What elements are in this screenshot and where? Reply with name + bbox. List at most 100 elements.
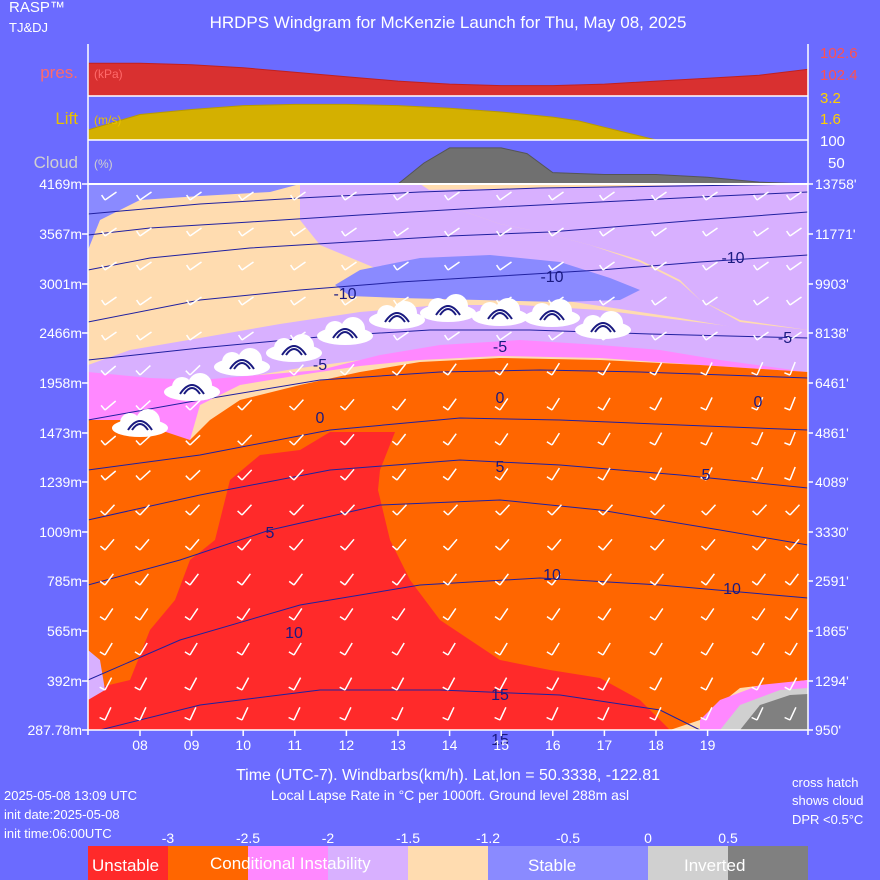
- wind-barb: [442, 677, 456, 691]
- wind-barb: [650, 261, 667, 271]
- legend-swatch-peach: [408, 846, 488, 880]
- wind-barb: [751, 706, 764, 721]
- wind-barb: [237, 331, 254, 341]
- wind-barb: [99, 706, 112, 721]
- x-tick-label: 13: [390, 737, 406, 753]
- cloud-arc: [179, 384, 205, 395]
- legend-swatch-lavender: [328, 846, 408, 880]
- wind-barb: [597, 362, 611, 376]
- x-tick-label: 11: [288, 737, 303, 753]
- wind-barb: [442, 398, 457, 411]
- lift-tick-low: 1.6: [820, 111, 841, 128]
- wind-barb: [135, 365, 151, 376]
- wind-barb: [784, 431, 796, 446]
- wind-barb: [134, 642, 148, 656]
- legend-swatch-stable: [488, 846, 648, 880]
- cloud-tick-low: 50: [828, 155, 845, 172]
- wind-barb: [100, 191, 117, 201]
- chart-title: HRDPS Windgram for McKenzie Launch for T…: [210, 13, 687, 32]
- wind-barb: [597, 432, 611, 446]
- wind-barb: [442, 642, 456, 656]
- wind-barb: [185, 296, 202, 306]
- wind-barb: [100, 261, 117, 271]
- axes: [87, 44, 809, 735]
- wind-barb: [701, 331, 718, 341]
- wind-barb: [289, 296, 306, 306]
- wind-barb: [751, 607, 766, 621]
- cloud-arc: [543, 313, 561, 321]
- wind-barb: [135, 227, 152, 237]
- contour-label: -10: [540, 269, 563, 286]
- y-tick-label-left: 2466m: [39, 325, 82, 341]
- wind-barb: [392, 191, 409, 201]
- wind-barb: [237, 296, 254, 306]
- cloud-arc: [491, 312, 509, 320]
- x-tick-label: 09: [184, 737, 200, 753]
- hatch-note-line1: cross hatch: [792, 775, 858, 790]
- wind-barb: [546, 397, 561, 411]
- wind-barb: [649, 467, 663, 481]
- lapse-legend: -3 -2.5 -2 -1.5 -1.2 -0.5 0 0.5 Unstable…: [88, 830, 808, 880]
- cloud-symbol-icon: [112, 409, 168, 437]
- wind-barb: [289, 399, 304, 411]
- wind-barb: [546, 362, 561, 376]
- contour-label: -5: [493, 339, 507, 356]
- cloud-symbols: [112, 294, 631, 437]
- wind-barb: [650, 296, 667, 306]
- wind-barb: [751, 431, 764, 446]
- wind-barb: [185, 227, 202, 237]
- wind-barb: [288, 642, 302, 656]
- wind-barb: [100, 400, 117, 411]
- cloud-puff: [377, 305, 397, 325]
- cloud-symbol-icon: [524, 299, 580, 327]
- wind-barb: [700, 397, 713, 411]
- cloud-arc: [439, 308, 457, 316]
- wind-barb: [701, 296, 718, 306]
- cloud-arc: [590, 322, 616, 333]
- y-tick-label-left: 4169m: [39, 176, 82, 192]
- cloud-arc: [332, 328, 358, 339]
- wind-barb: [135, 191, 152, 201]
- wind-barb: [649, 642, 663, 656]
- wind-barb: [443, 227, 460, 237]
- legend-value: -1.2: [476, 830, 500, 846]
- y-tick-label-right: 1294': [815, 673, 849, 689]
- wind-barb: [391, 706, 404, 721]
- cloud-puff: [238, 348, 262, 372]
- y-tick-label-right: 4861': [815, 425, 849, 441]
- x-axis-labels: 08 09 10 11 12 13 14 15 16 17 18 19: [132, 737, 715, 753]
- wind-barb: [751, 538, 767, 551]
- wind-barb: [700, 677, 714, 691]
- wind-barb: [134, 677, 148, 691]
- wind-barb: [185, 469, 201, 481]
- wind-barb: [289, 191, 306, 201]
- cloud-arc: [435, 305, 461, 316]
- cloud-arc: [384, 312, 410, 323]
- wind-barb: [288, 573, 303, 586]
- wind-barb: [391, 573, 406, 586]
- hatch-note-line2: shows cloud: [792, 793, 864, 808]
- wind-barb: [546, 607, 561, 621]
- wind-barb: [289, 469, 304, 481]
- wind-barb: [547, 261, 564, 271]
- wind-barb: [784, 642, 798, 656]
- wind-barb: [391, 538, 407, 551]
- cloud-puff: [532, 303, 552, 323]
- cloud-unit: (%): [94, 157, 113, 171]
- wind-barb: [135, 296, 152, 306]
- legend-swatch-inverted-dark: [728, 846, 808, 880]
- wind-barb: [598, 261, 615, 271]
- contour-label: -5: [778, 330, 792, 347]
- contour-label: -5: [313, 357, 327, 374]
- wind-barb: [649, 362, 663, 376]
- legend-label-inverted: Inverted: [684, 856, 745, 875]
- y-tick-label-left: 1958m: [39, 375, 82, 391]
- cloud-arc: [183, 387, 201, 395]
- contour-label: 5: [496, 459, 505, 476]
- pressure-tick-low: 102.4: [820, 67, 858, 84]
- wind-barb: [100, 227, 117, 237]
- wind-barb: [494, 538, 510, 551]
- wind-barb: [597, 677, 611, 691]
- cloud-symbol-icon: [266, 334, 322, 362]
- isotherm-line: [87, 191, 809, 236]
